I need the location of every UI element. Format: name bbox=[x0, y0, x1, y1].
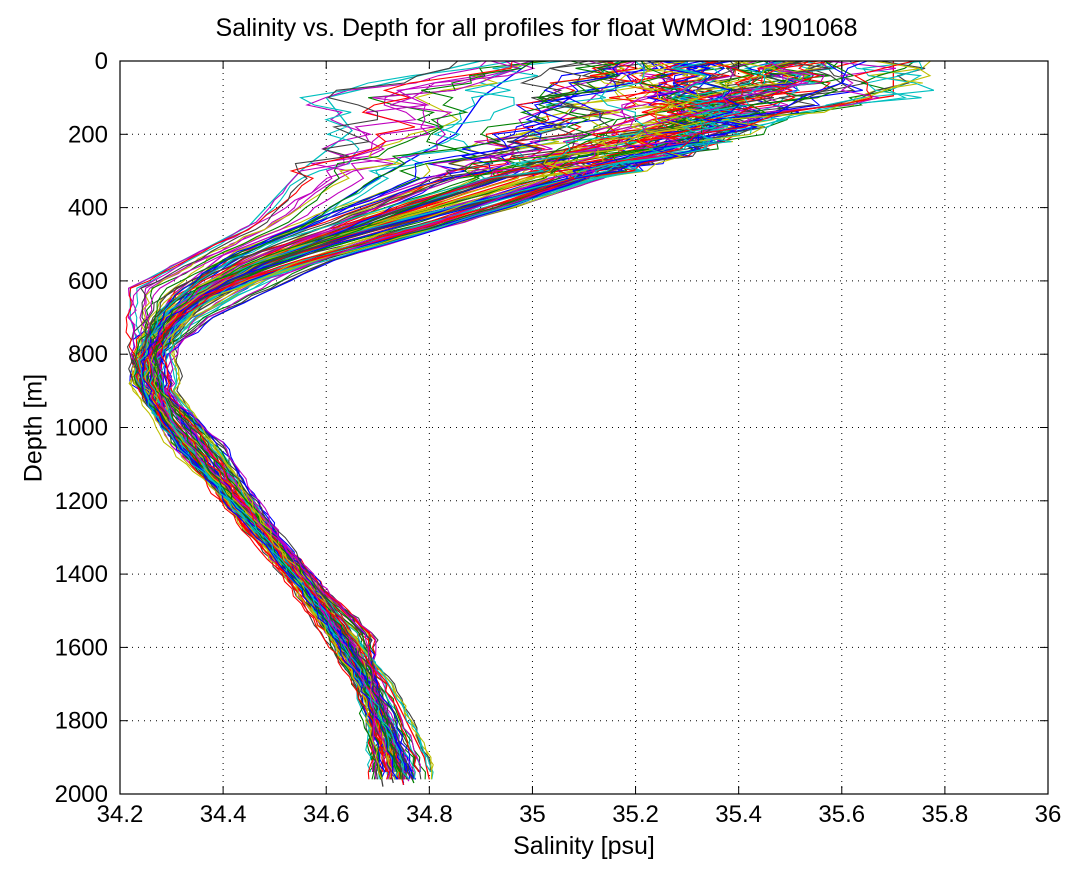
series-line bbox=[158, 61, 646, 780]
y-tick-label: 1800 bbox=[55, 708, 108, 735]
series-line bbox=[150, 61, 790, 780]
y-axis-label: Depth [m] bbox=[19, 373, 48, 483]
series-line bbox=[139, 61, 743, 780]
series-line bbox=[166, 61, 805, 780]
x-tick-label: 34.2 bbox=[97, 801, 144, 828]
series-line bbox=[147, 61, 757, 780]
series-line bbox=[155, 61, 828, 773]
x-tick-label: 34.8 bbox=[406, 801, 453, 828]
x-tick-label: 35.8 bbox=[922, 801, 969, 828]
series-line bbox=[139, 61, 755, 780]
series-line bbox=[157, 61, 914, 773]
x-axis-label: Salinity [psu] bbox=[513, 832, 655, 860]
y-tick-label: 2000 bbox=[55, 781, 108, 808]
x-tick-label: 34.6 bbox=[303, 801, 350, 828]
y-tick-label: 1400 bbox=[55, 561, 108, 588]
series-line bbox=[140, 61, 459, 780]
series-line bbox=[154, 61, 627, 773]
series-line bbox=[160, 61, 868, 773]
y-tick-label: 600 bbox=[68, 268, 108, 295]
series-line bbox=[157, 61, 784, 773]
y-tick-label: 1200 bbox=[55, 488, 108, 515]
y-tick-label: 800 bbox=[68, 341, 108, 368]
x-tick-label: 35.2 bbox=[612, 801, 659, 828]
chart-title: Salinity vs. Depth for all profiles for … bbox=[215, 14, 858, 42]
series-line bbox=[150, 61, 535, 780]
y-tick-label: 400 bbox=[68, 195, 108, 222]
y-tick-label: 0 bbox=[95, 48, 108, 75]
series-line bbox=[152, 61, 831, 773]
x-tick-label: 35.4 bbox=[715, 801, 762, 828]
y-tick-label: 1600 bbox=[55, 634, 108, 661]
x-tick-label: 35.6 bbox=[818, 801, 865, 828]
series-line bbox=[125, 61, 513, 773]
x-tick-label: 35 bbox=[519, 801, 546, 828]
x-tick-label: 34.4 bbox=[200, 801, 247, 828]
series-line bbox=[144, 61, 794, 780]
series-group bbox=[125, 61, 935, 787]
x-tick-label: 36 bbox=[1035, 801, 1062, 828]
y-tick-label: 200 bbox=[68, 121, 108, 148]
y-tick-label: 1000 bbox=[55, 415, 108, 442]
series-line bbox=[138, 61, 648, 780]
